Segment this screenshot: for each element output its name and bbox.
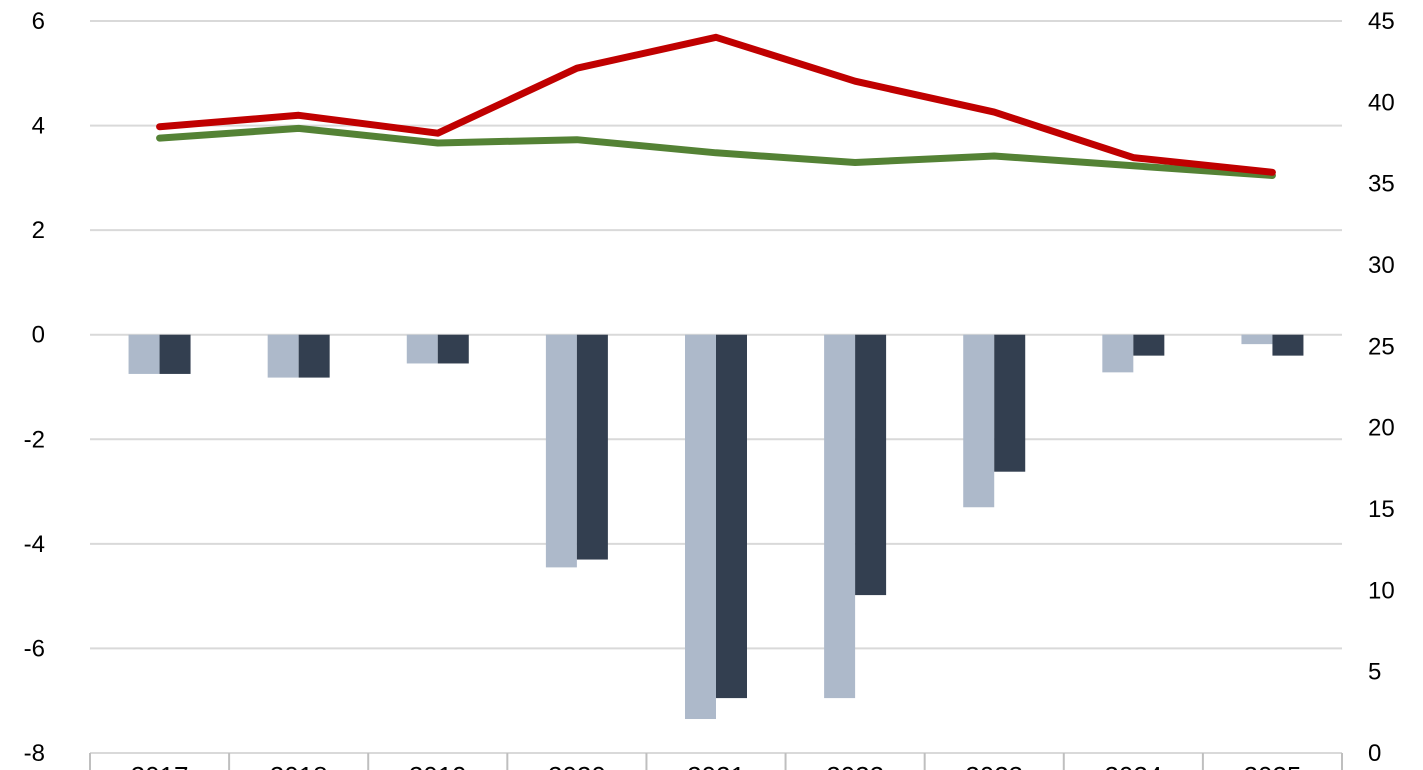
bar-series-2-bar [1133, 334, 1165, 356]
bar-series-1-bar [963, 334, 995, 508]
bar-series-1-bar [824, 334, 856, 699]
bar-series-group [128, 334, 1304, 720]
right-tick-label: 0 [1368, 740, 1381, 767]
bar-series-1-bar [685, 334, 716, 720]
bar-series-2-bar [576, 334, 608, 560]
category-label: 2024 [1104, 761, 1162, 770]
right-tick-label: 30 [1368, 252, 1395, 279]
category-label: 2025 [1244, 761, 1302, 770]
category-label: 2020 [548, 761, 606, 770]
bar-series-2-bar [1272, 334, 1304, 356]
right-tick-label: 35 [1368, 171, 1395, 198]
category-label: 2018 [270, 761, 328, 770]
left-tick-label: 6 [32, 8, 45, 35]
left-tick-label: -8 [24, 740, 45, 767]
bar-series-2-bar [716, 334, 747, 699]
bar-series-1-bar [406, 334, 438, 364]
line-series-group [156, 33, 1276, 179]
bar-series-2-bar [159, 334, 191, 374]
right-tick-label: 45 [1368, 8, 1395, 35]
category-label: 2021 [687, 761, 745, 770]
bar-series-2-bar [994, 334, 1026, 472]
right-tick-label: 15 [1368, 496, 1395, 523]
category-label: 2022 [826, 761, 884, 770]
left-tick-label: -6 [24, 635, 45, 662]
left-tick-label: 0 [32, 322, 45, 349]
left-axis-ticks: 6 4 2 0 -2 -4 -6 -8 [24, 8, 45, 767]
category-label: 2023 [965, 761, 1023, 770]
left-tick-label: -2 [24, 426, 45, 453]
right-tick-label: 25 [1368, 333, 1395, 360]
category-label: 2017 [131, 761, 189, 770]
bar-series-1-bar [1241, 334, 1273, 345]
category-axis: 2017 2018 2019 2020 2021 2022 2023 2024 2025 [89, 752, 1343, 770]
right-tick-label: 5 [1368, 659, 1381, 686]
bar-series-2-bar [437, 334, 469, 364]
left-tick-label: 4 [32, 113, 45, 140]
left-tick-label: -4 [24, 531, 45, 558]
right-tick-label: 10 [1368, 577, 1395, 604]
left-tick-label: 2 [32, 217, 45, 244]
right-axis-ticks: 45 40 35 30 25 20 15 10 5 0 [1368, 8, 1395, 767]
bar-series-1-bar [1102, 334, 1134, 373]
line-series-1 [156, 33, 1276, 176]
bar-series-1-bar [128, 334, 160, 374]
right-tick-label: 40 [1368, 89, 1395, 116]
bar-series-2-bar [855, 334, 887, 596]
bar-series-2-bar [298, 334, 330, 378]
bar-series-1-bar [267, 334, 299, 378]
right-tick-label: 20 [1368, 415, 1395, 442]
category-label: 2019 [409, 761, 467, 770]
line-series-2 [156, 124, 1276, 179]
bar-series-1-bar [545, 334, 577, 568]
